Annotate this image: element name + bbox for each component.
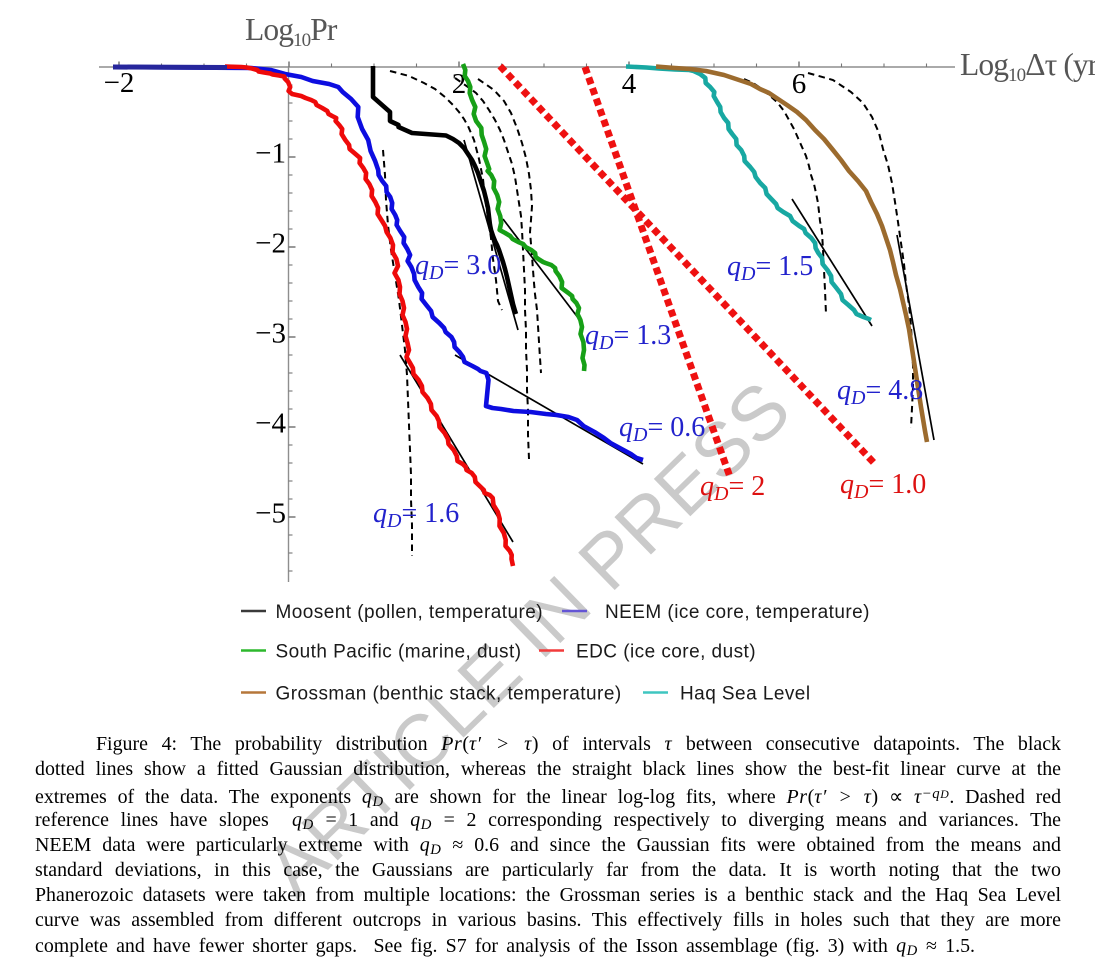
svg-text:4: 4 bbox=[622, 68, 637, 100]
svg-text:−5: −5 bbox=[255, 498, 286, 530]
svg-text:NEEM (ice core, temperature): NEEM (ice core, temperature) bbox=[605, 602, 870, 623]
svg-text:EDC (ice core, dust): EDC (ice core, dust) bbox=[576, 642, 756, 663]
svg-text:6: 6 bbox=[792, 68, 807, 100]
svg-text:Log10Δτ (yr): Log10Δτ (yr) bbox=[960, 47, 1095, 86]
svg-text:qD= 1.5: qD= 1.5 bbox=[727, 251, 813, 285]
svg-text:−4: −4 bbox=[255, 408, 286, 440]
svg-text:qD= 4.8: qD= 4.8 bbox=[837, 375, 923, 409]
svg-text:qD= 0.6: qD= 0.6 bbox=[619, 412, 705, 446]
svg-text:Grossman (benthic stack, tempe: Grossman (benthic stack, temperature) bbox=[276, 684, 622, 705]
svg-text:qD= 1.0: qD= 1.0 bbox=[840, 469, 926, 503]
svg-text:qD= 2: qD= 2 bbox=[700, 471, 765, 505]
svg-text:qD= 1.6: qD= 1.6 bbox=[373, 498, 459, 532]
svg-text:−1: −1 bbox=[255, 138, 286, 170]
svg-text:Haq Sea Level: Haq Sea Level bbox=[680, 684, 811, 705]
svg-text:qD= 3.0: qD= 3.0 bbox=[415, 250, 501, 284]
svg-text:−2: −2 bbox=[104, 67, 135, 99]
svg-text:−2: −2 bbox=[255, 228, 286, 260]
svg-text:Log10Pr: Log10Pr bbox=[245, 12, 338, 51]
svg-text:qD= 1.3: qD= 1.3 bbox=[585, 320, 671, 354]
svg-text:−3: −3 bbox=[255, 318, 286, 350]
svg-text:South Pacific (marine, dust): South Pacific (marine, dust) bbox=[276, 642, 522, 663]
svg-text:Moosent (pollen, temperature): Moosent (pollen, temperature) bbox=[276, 602, 544, 623]
